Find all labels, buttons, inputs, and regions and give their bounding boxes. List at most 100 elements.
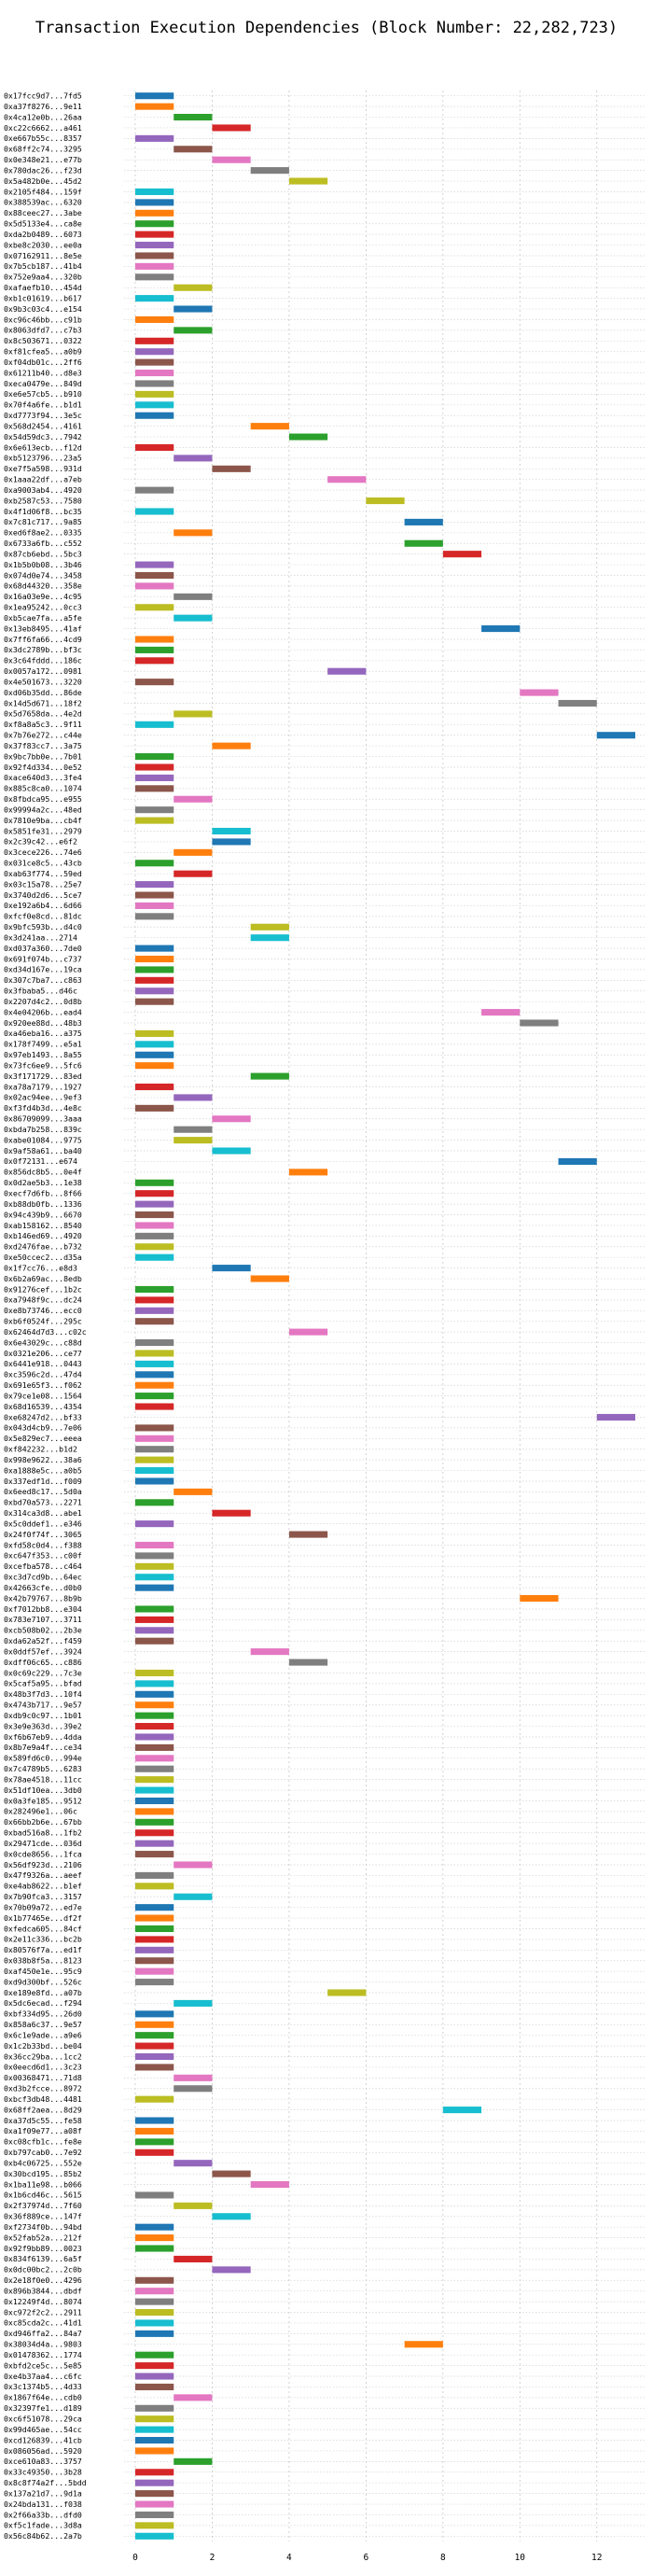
y-tick-label: 0xc6f51078...29ca: [4, 2415, 82, 2424]
y-tick-label: 0x8063dfd7...c7b3: [4, 326, 82, 335]
transaction-bar: [250, 423, 289, 430]
y-tick-label: 0x5851fe31...2979: [4, 826, 82, 835]
y-tick-label: 0x1b6cd46c...5615: [4, 2191, 82, 2200]
transaction-bar: [135, 2191, 174, 2199]
y-tick-label: 0x783e7107...3711: [4, 1615, 82, 1624]
transaction-bar: [558, 699, 597, 707]
y-tick-label: 0x14d5d671...18f2: [4, 698, 82, 707]
transaction-bar: [135, 1499, 174, 1506]
transaction-bar: [520, 1019, 559, 1027]
transaction-bar: [135, 1243, 174, 1251]
y-tick-label: 0xe192a6b4...6d66: [4, 901, 82, 910]
y-tick-label: 0xa9003ab4...4920: [4, 485, 82, 495]
y-tick-label: 0xa78a7179...1927: [4, 1082, 82, 1091]
transaction-bar: [135, 774, 174, 781]
y-tick-label: 0x1b5b0b08...3b46: [4, 560, 82, 569]
transaction-bar: [135, 2436, 174, 2444]
transaction-bar: [135, 1808, 174, 1815]
y-tick-label: 0xc96c46bb...c91b: [4, 315, 82, 324]
y-tick-label: 0x13eb8495...41af: [4, 623, 82, 633]
transaction-bar: [135, 2149, 174, 2156]
transaction-bar: [135, 561, 174, 568]
y-tick-label: 0x4e04206b...ead4: [4, 1007, 82, 1016]
y-tick-label: 0x47f9326a...aeef: [4, 1870, 82, 1880]
y-tick-label: 0x30bcd195...85b2: [4, 2169, 82, 2178]
transaction-bar: [135, 2362, 174, 2370]
y-tick-label: 0xf5c1fade...3d8a: [4, 2521, 82, 2530]
transaction-bar: [135, 1574, 174, 1581]
transaction-bar: [135, 679, 174, 686]
y-tick-label: 0x68d44320...358e: [4, 581, 82, 591]
transaction-bar: [250, 2180, 289, 2189]
y-tick-label: 0x074d0e74...3458: [4, 570, 82, 580]
y-tick-label: 0x29471cde...036d: [4, 1839, 82, 1848]
y-tick-label: 0xa1f09e77...a08f: [4, 2126, 82, 2135]
transaction-bar: [135, 753, 174, 761]
y-tick-label: 0xf8a8a5c3...9f11: [4, 720, 82, 729]
y-tick-label: 0x856dc8b5...0e4f: [4, 1168, 82, 1177]
y-tick-label: 0xcd126839...41cb: [4, 2435, 82, 2444]
transaction-bar: [135, 976, 174, 984]
transaction-bar: [174, 614, 213, 622]
y-tick-label: 0x337edf1d...f009: [4, 1477, 82, 1486]
y-tick-label: 0xace640d3...3fe4: [4, 773, 82, 782]
y-tick-label: 0x834f6139...6a5f: [4, 2254, 82, 2263]
transaction-bar: [135, 2469, 174, 2476]
transaction-bar: [135, 2276, 174, 2284]
y-tick-label: 0x5d7658da...4e2d: [4, 709, 82, 719]
transaction-bar: [135, 1446, 174, 1453]
transaction-bar: [212, 2266, 251, 2274]
y-tick-label: 0x51df10ea...3db0: [4, 1785, 82, 1795]
y-tick-label: 0x9bc7bb0e...7b01: [4, 751, 82, 761]
transaction-bar: [520, 1595, 559, 1603]
y-tick-label: 0x38034d4a...9803: [4, 2340, 82, 2349]
transaction-bar: [135, 252, 174, 259]
transaction-bar: [288, 433, 328, 441]
transaction-bar: [174, 1893, 213, 1900]
transaction-bar: [174, 870, 213, 877]
transaction-bar: [135, 1871, 174, 1879]
y-tick-label: 0x6e43029c...c88d: [4, 1337, 82, 1347]
y-tick-label: 0xc3596c2d...47d4: [4, 1370, 82, 1379]
y-tick-label: 0x36f889ce...147f: [4, 2212, 82, 2221]
y-tick-label: 0x031ce8c5...43cb: [4, 859, 82, 868]
transaction-bar: [135, 1946, 174, 1953]
y-tick-label: 0xbe8c2030...ee0a: [4, 240, 82, 249]
transaction-bar: [135, 2245, 174, 2252]
transaction-bar: [135, 1051, 174, 1058]
y-tick-label: 0xe7f5a598...931d: [4, 464, 82, 473]
y-tick-label: 0xd06b35dd...86de: [4, 688, 82, 697]
y-tick-label: 0xa37f8276...9e11: [4, 102, 82, 111]
transaction-bar: [135, 1904, 174, 1911]
transaction-bar: [135, 1190, 174, 1197]
y-tick-label: 0xb5123796...23a5: [4, 454, 82, 463]
y-tick-label: 0xbf334d95...26d0: [4, 2009, 82, 2019]
transaction-bar: [135, 2479, 174, 2486]
transaction-bar: [135, 636, 174, 643]
y-tick-label: 0x314ca3d8...abe1: [4, 1508, 82, 1518]
y-tick-label: 0xd7773f94...3e5c: [4, 411, 82, 420]
transaction-bar: [135, 1296, 174, 1304]
y-tick-label: 0x5dc6ecad...f294: [4, 1998, 82, 2008]
x-tick-label: 8: [440, 2553, 446, 2563]
y-tick-label: 0xc08cfb1c...fe8e: [4, 2137, 82, 2147]
y-tick-label: 0x7c81c717...9a85: [4, 517, 82, 526]
transaction-bar: [212, 838, 251, 846]
y-tick-label: 0x4e501673...3220: [4, 677, 82, 686]
transaction-bar: [135, 295, 174, 302]
y-tick-label: 0xf2734f0b...94bd: [4, 2222, 82, 2232]
transaction-bar: [174, 1126, 213, 1133]
y-tick-label: 0x32397fe1...d189: [4, 2403, 82, 2413]
transaction-bar: [135, 1253, 174, 1261]
y-tick-label: 0x1b77465e...df2f: [4, 1913, 82, 1923]
transaction-bar: [135, 1851, 174, 1858]
y-tick-label: 0x3cece226...74e6: [4, 847, 82, 857]
y-tick-label: 0xaf450e1e...95c9: [4, 1967, 82, 1976]
transaction-bar: [135, 1829, 174, 1837]
transaction-bar: [135, 315, 174, 324]
transaction-bar: [135, 1381, 174, 1389]
y-tick-label: 0x6b2a69ac...8edb: [4, 1274, 82, 1283]
transaction-bar: [174, 2394, 213, 2401]
y-tick-label: 0x4743b717...9e57: [4, 1701, 82, 1710]
transaction-bar: [327, 1989, 367, 1996]
